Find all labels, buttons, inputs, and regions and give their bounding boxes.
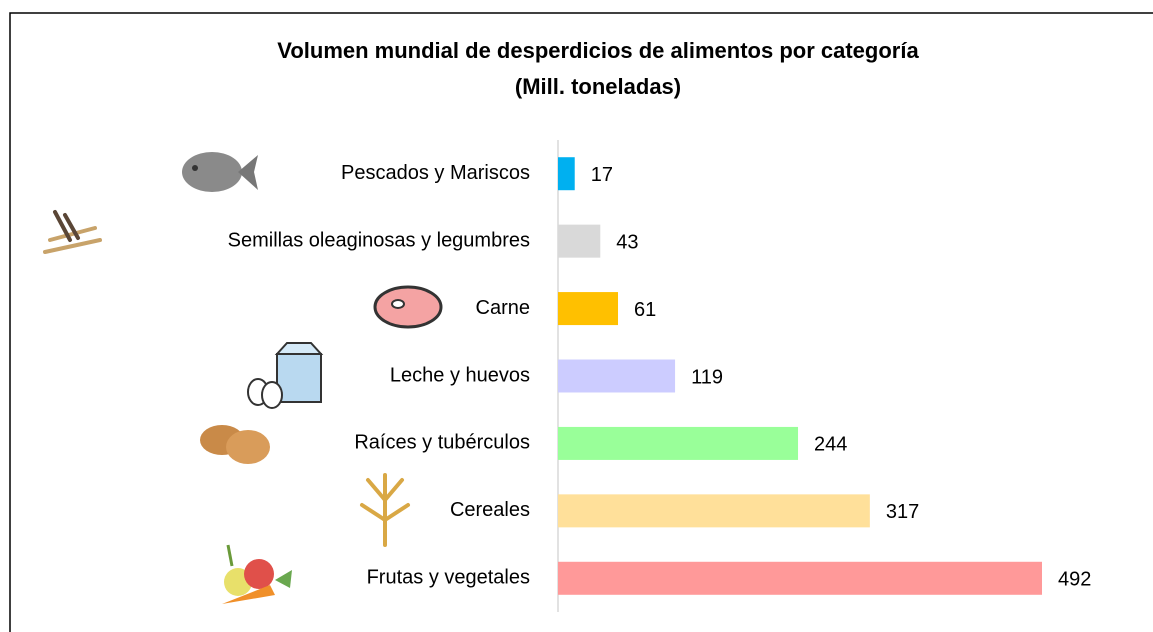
category-label: Leche y huevos	[390, 364, 530, 386]
bar	[558, 225, 600, 258]
bar	[558, 562, 1042, 595]
category-label: Carne	[476, 297, 530, 319]
bar	[558, 360, 675, 393]
category-label: Pescados y Mariscos	[341, 162, 530, 184]
icon-meat	[375, 287, 441, 327]
value-label: 43	[616, 231, 638, 253]
value-label: 317	[886, 501, 919, 523]
value-label: 17	[591, 164, 613, 186]
chart: Volumen mundial de desperdicios de alime…	[0, 0, 1153, 632]
value-label: 244	[814, 434, 847, 456]
bar	[558, 494, 870, 527]
value-label: 492	[1058, 569, 1091, 591]
value-label: 119	[691, 366, 723, 388]
page: {"chart_data": {"type": "bar", "orientat…	[0, 0, 1153, 632]
chart-title: Volumen mundial de desperdicios de alime…	[277, 38, 919, 63]
category-label: Frutas y vegetales	[367, 567, 530, 589]
chart-subtitle: (Mill. toneladas)	[515, 74, 681, 99]
category-label: Cereales	[450, 499, 530, 521]
value-label: 61	[634, 299, 656, 321]
category-label: Raíces y tubérculos	[354, 432, 530, 454]
bar	[558, 427, 798, 460]
bar	[558, 157, 575, 190]
bar	[558, 292, 618, 325]
category-label: Semillas oleaginosas y legumbres	[228, 229, 530, 251]
